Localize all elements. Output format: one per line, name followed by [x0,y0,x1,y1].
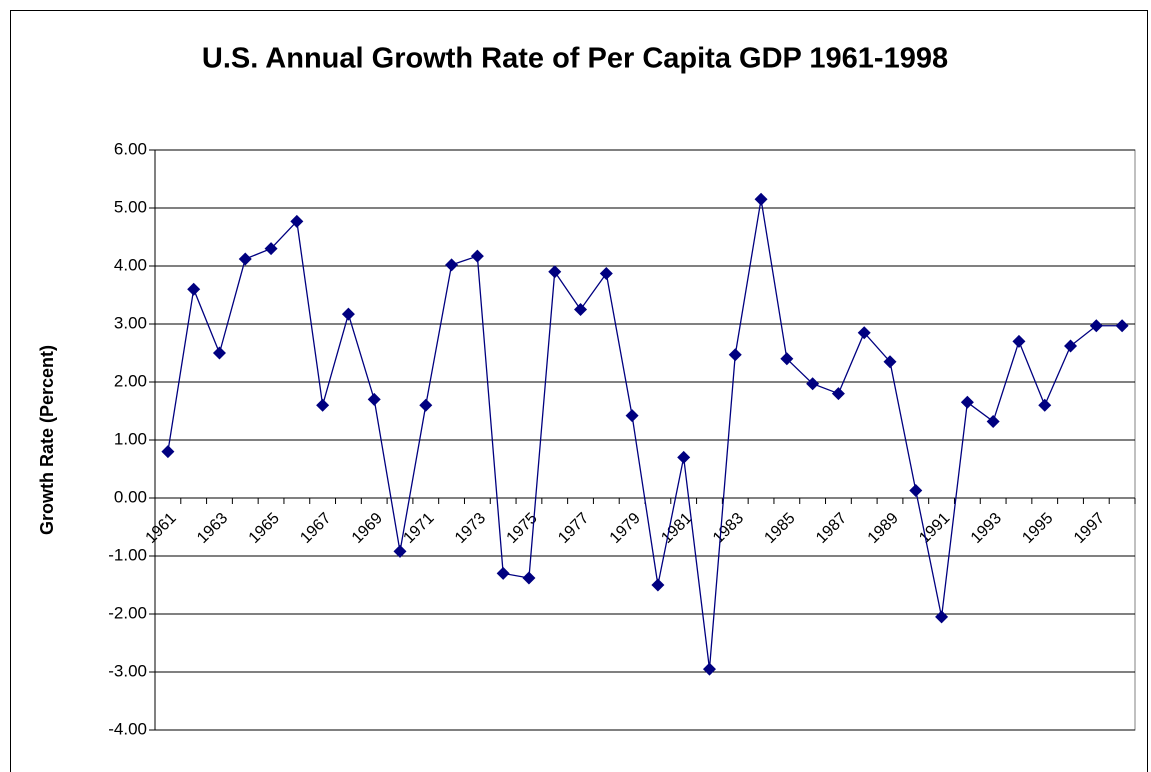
marker [960,395,974,409]
y-tick-label: 0.00 [114,487,147,506]
marker [831,387,845,401]
marker [702,662,716,676]
y-tick-label: 2.00 [114,371,147,390]
marker [1089,319,1103,333]
y-axis-label: Growth Rate (Percent) [37,345,57,535]
marker [316,398,330,412]
marker [496,566,510,580]
y-tick-label: -1.00 [108,545,147,564]
marker [161,445,175,459]
marker [599,267,613,281]
marker [212,346,226,360]
marker [419,398,433,412]
marker [625,409,639,423]
marker [780,352,794,366]
y-tick-label: -2.00 [108,603,147,622]
marker [341,307,355,321]
marker [1038,398,1052,412]
marker [1064,339,1078,353]
y-tick-label: 3.00 [114,313,147,332]
marker [1012,334,1026,348]
marker [264,242,278,256]
marker [187,282,201,296]
marker [651,578,665,592]
marker [754,192,768,206]
y-tick-label: 1.00 [114,429,147,448]
marker [445,258,459,272]
marker [548,265,562,279]
y-tick-label: 6.00 [114,139,147,158]
marker [935,610,949,624]
marker [393,544,407,558]
marker [909,483,923,497]
marker [238,252,252,266]
y-tick-label: 4.00 [114,255,147,274]
y-tick-label: 5.00 [114,197,147,216]
marker [806,377,820,391]
marker [574,303,588,316]
marker [470,249,484,263]
marker [728,348,742,362]
chart-title: U.S. Annual Growth Rate of Per Capita GD… [202,43,948,75]
marker [367,392,381,406]
marker [857,326,871,340]
marker [883,355,897,369]
y-tick-label: -3.00 [108,661,147,680]
series-line [167,199,1123,670]
marker [290,214,304,228]
marker [522,571,536,585]
marker [1115,319,1129,333]
y-tick-label: -4.00 [108,719,147,738]
marker [677,450,691,464]
marker [986,414,1000,428]
